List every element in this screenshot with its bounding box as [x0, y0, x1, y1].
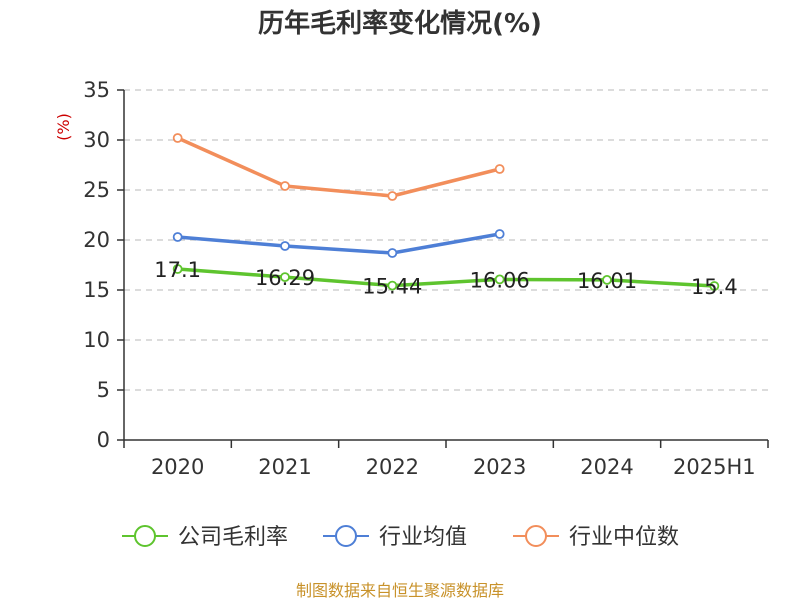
y-tick-label: 5	[97, 378, 110, 402]
y-tick-label: 10	[83, 328, 110, 352]
x-tick-label: 2022	[366, 455, 419, 479]
legend: 公司毛利率 行业均值 行业中位数	[122, 525, 679, 550]
y-tick-label: 15	[83, 278, 110, 302]
legend-marker	[134, 525, 156, 547]
chart-title: 历年毛利率变化情况(%)	[258, 8, 542, 39]
y-tick-label: 30	[83, 128, 110, 152]
data-point	[172, 133, 183, 143]
legend-label: 行业均值	[379, 525, 467, 550]
data-point	[602, 274, 612, 285]
y-axis-unit: (%)	[54, 113, 73, 141]
data-label: 15.4	[691, 275, 738, 299]
data-point	[387, 280, 398, 291]
data-point	[172, 264, 183, 274]
legend-label: 行业中位数	[569, 525, 679, 550]
x-tick-label: 2024	[580, 455, 633, 479]
legend-item-2: 行业均值	[323, 525, 467, 550]
legend-label: 公司毛利率	[178, 525, 288, 550]
series-line-1	[175, 267, 717, 288]
data-point	[709, 281, 720, 291]
data-point	[387, 191, 398, 201]
data-label: 16.01	[577, 269, 637, 293]
data-label: 16.29	[255, 266, 315, 290]
grid-lines	[124, 89, 768, 391]
data-labels: 17.1 16.29 15.44 16.06 16.01 15.4	[154, 258, 737, 299]
x-tick-label: 2021	[258, 455, 311, 479]
source-note: 制图数据来自恒生聚源数据库	[296, 581, 504, 600]
data-point	[280, 181, 290, 191]
legend-item-3: 行业中位数	[513, 525, 679, 550]
series-line-2	[175, 232, 502, 255]
x-tick-label: 2025H1	[673, 455, 756, 479]
legend-item-1: 公司毛利率	[122, 525, 288, 550]
data-point	[494, 229, 505, 239]
y-tick-label: 35	[83, 78, 110, 102]
y-tick-label: 25	[83, 178, 110, 202]
data-point	[280, 241, 290, 251]
x-tick-label: 2023	[473, 455, 526, 479]
legend-marker	[525, 525, 547, 547]
data-label: 15.44	[362, 275, 422, 299]
series-line-3	[175, 136, 502, 198]
data-point	[280, 272, 290, 283]
x-tick-label: 2020	[151, 455, 204, 479]
series-lines	[172, 133, 720, 291]
axes: 0 5 10 15 20 25 30 35 2020 2021 2022 2023 2024 2025H1	[83, 78, 769, 479]
data-point	[494, 274, 505, 285]
y-tick-label: 20	[83, 228, 110, 252]
data-point	[387, 248, 398, 258]
data-point	[172, 232, 183, 242]
data-point	[494, 164, 505, 174]
y-tick-label: 0	[97, 428, 110, 452]
legend-marker	[335, 525, 357, 547]
data-label: 16.06	[470, 268, 530, 292]
data-label: 17.1	[154, 258, 201, 282]
